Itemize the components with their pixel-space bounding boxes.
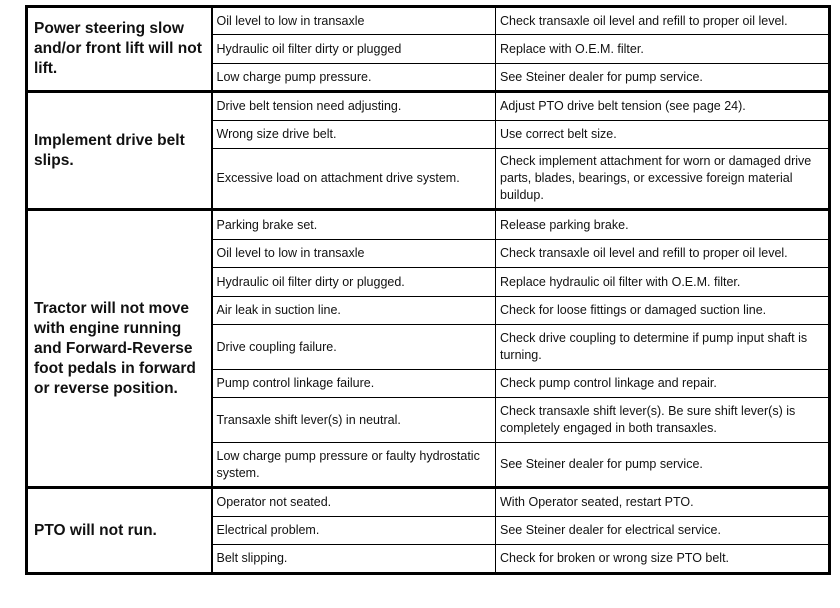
problem-cell: Tractor will not move with engine runnin… bbox=[26, 208, 213, 488]
remedy-cell: See Steiner dealer for electrical servic… bbox=[495, 516, 830, 545]
cause-cell: Oil level to low in transaxle bbox=[211, 5, 496, 35]
remedy-cell: See Steiner dealer for pump service. bbox=[495, 63, 830, 92]
table-row: Hydraulic oil filter dirty or plugged Rep… bbox=[27, 34, 830, 64]
table-row: Pump control linkage failure. Check pump … bbox=[27, 369, 830, 398]
problem-cell: Implement drive belt slips. bbox=[26, 90, 213, 210]
table-row: Drive coupling failure. Check drive coupl… bbox=[27, 324, 830, 370]
cause-cell: Pump control linkage failure. bbox=[211, 369, 496, 398]
cause-cell: Parking brake set. bbox=[211, 208, 496, 240]
problem-cell: Power steering slow and/or front lift wi… bbox=[26, 5, 213, 92]
cause-cell: Hydraulic oil filter dirty or plugged bbox=[211, 34, 496, 64]
cause-cell: Oil level to low in transaxle bbox=[211, 239, 496, 268]
table-row: Tractor will not move with engine runnin… bbox=[26, 208, 830, 488]
table-row: Low charge pump pressure or faulty hydro… bbox=[27, 442, 830, 488]
remedy-cell: Check drive coupling to determine if pum… bbox=[495, 324, 830, 370]
remedy-cell: With Operator seated, restart PTO. bbox=[495, 486, 830, 517]
remedy-cell: Adjust PTO drive belt tension (see page … bbox=[495, 90, 830, 121]
cause-cell: Excessive load on attachment drive syste… bbox=[211, 148, 496, 210]
remedy-cell: Replace with O.E.M. filter. bbox=[495, 34, 830, 64]
cause-cell: Low charge pump pressure. bbox=[211, 63, 496, 92]
remedy-cell: Replace hydraulic oil filter with O.E.M.… bbox=[495, 267, 830, 297]
cause-cell: Drive belt tension need adjusting. bbox=[211, 90, 496, 121]
table-row: Air leak in suction line. Check for loose… bbox=[27, 296, 830, 325]
cause-cell: Belt slipping. bbox=[211, 544, 496, 574]
table-row: Implement drive belt slips. Drive belt te… bbox=[26, 90, 830, 210]
remedy-cell: Check pump control linkage and repair. bbox=[495, 369, 830, 398]
cause-cell: Operator not seated. bbox=[211, 486, 496, 517]
table-row: PTO will not run. Operator not seated. Wit… bbox=[26, 486, 830, 574]
table-row: Belt slipping. Check for broken or wrong … bbox=[27, 544, 830, 574]
cause-cell: Air leak in suction line. bbox=[211, 296, 496, 325]
table-row: Oil level to low in transaxle Check trans… bbox=[27, 239, 830, 268]
table-row: Excessive load on attachment drive syste… bbox=[27, 148, 830, 210]
cause-cell: Wrong size drive belt. bbox=[211, 120, 496, 149]
cause-cell: Drive coupling failure. bbox=[211, 324, 496, 370]
problem-cell: PTO will not run. bbox=[26, 486, 213, 574]
remedy-cell: Release parking brake. bbox=[495, 208, 830, 240]
remedy-cell: Check for broken or wrong size PTO belt. bbox=[495, 544, 830, 574]
cause-cell: Low charge pump pressure or faulty hydro… bbox=[211, 442, 496, 488]
table-row: Wrong size drive belt. Use correct belt s… bbox=[27, 120, 830, 149]
remedy-cell: Check transaxle oil level and refill to … bbox=[495, 5, 830, 35]
troubleshooting-table: Power steering slow and/or front lift wi… bbox=[25, 5, 831, 575]
table-row: Power steering slow and/or front lift wi… bbox=[26, 5, 830, 92]
table-row: Low charge pump pressure. See Steiner dea… bbox=[27, 63, 830, 92]
cause-cell: Hydraulic oil filter dirty or plugged. bbox=[211, 267, 496, 297]
remedy-cell: Check for loose fittings or damaged suct… bbox=[495, 296, 830, 325]
remedy-cell: Check transaxle shift lever(s). Be sure … bbox=[495, 397, 830, 443]
remedy-cell: Use correct belt size. bbox=[495, 120, 830, 149]
cause-cell: Electrical problem. bbox=[211, 516, 496, 545]
remedy-cell: Check implement attachment for worn or d… bbox=[495, 148, 830, 210]
remedy-cell: Check transaxle oil level and refill to … bbox=[495, 239, 830, 268]
table-row: Transaxle shift lever(s) in neutral. Chec… bbox=[27, 397, 830, 443]
remedy-cell: See Steiner dealer for pump service. bbox=[495, 442, 830, 488]
cause-cell: Transaxle shift lever(s) in neutral. bbox=[211, 397, 496, 443]
